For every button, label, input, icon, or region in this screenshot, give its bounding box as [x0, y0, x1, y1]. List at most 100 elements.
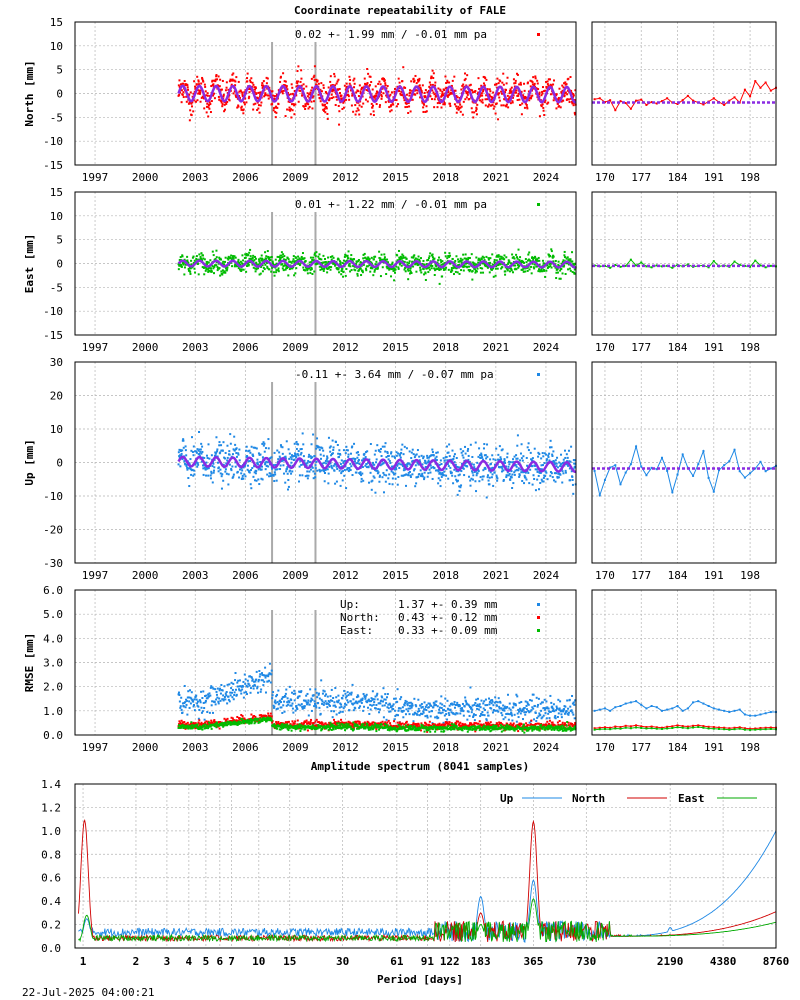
data-point — [453, 455, 456, 458]
data-point — [217, 470, 220, 473]
data-point — [332, 696, 335, 699]
data-point — [404, 699, 407, 702]
data-point — [396, 700, 399, 703]
data-point — [486, 455, 489, 458]
data-point — [220, 101, 223, 104]
data-point — [418, 473, 421, 476]
data-point — [370, 266, 373, 269]
data-point — [375, 458, 378, 461]
data-point — [346, 699, 349, 702]
data-point — [536, 258, 539, 261]
data-point — [360, 92, 363, 95]
data-point — [307, 714, 310, 717]
data-point — [292, 258, 295, 261]
data-point — [414, 712, 417, 715]
data-point — [248, 471, 251, 474]
data-point — [247, 469, 250, 472]
data-point — [365, 83, 368, 86]
data-point — [461, 466, 464, 469]
data-point — [184, 449, 187, 452]
data-point — [536, 82, 539, 85]
data-point — [480, 257, 483, 260]
data-point — [407, 111, 410, 114]
data-point — [451, 449, 454, 452]
data-point — [286, 472, 289, 475]
data-point — [272, 464, 275, 467]
data-point — [219, 451, 222, 454]
data-point — [489, 458, 492, 461]
data-point — [479, 271, 482, 274]
data-point — [398, 454, 401, 457]
data-point — [291, 260, 294, 263]
data-point — [194, 271, 197, 274]
data-point — [178, 448, 181, 451]
data-point — [445, 456, 448, 459]
data-point — [313, 472, 316, 475]
data-point — [416, 261, 419, 264]
data-point — [497, 697, 500, 700]
data-point — [464, 265, 467, 268]
data-point — [458, 485, 461, 488]
data-point — [412, 713, 415, 716]
data-point — [537, 474, 540, 477]
data-point — [428, 702, 431, 705]
data-point — [441, 260, 444, 263]
data-point — [549, 262, 552, 265]
data-point — [500, 257, 503, 260]
data-point — [257, 267, 260, 270]
data-point — [303, 706, 306, 709]
data-point — [181, 449, 184, 452]
data-point — [293, 260, 296, 263]
data-point — [393, 455, 396, 458]
data-point — [534, 489, 537, 492]
data-point — [249, 483, 252, 486]
data-point — [400, 264, 403, 267]
data-point — [456, 96, 459, 99]
data-point — [178, 79, 181, 82]
data-point — [428, 461, 431, 464]
data-point — [212, 462, 215, 465]
data-point — [273, 471, 276, 474]
data-point — [205, 94, 208, 97]
data-point — [430, 454, 433, 457]
data-point — [534, 75, 537, 78]
data-point — [257, 258, 260, 261]
data-point — [434, 716, 437, 719]
data-point — [192, 445, 195, 448]
data-point — [331, 467, 334, 470]
data-point — [359, 699, 362, 702]
data-point — [226, 266, 229, 269]
data-point — [515, 693, 518, 696]
data-point — [526, 259, 529, 262]
data-point — [424, 705, 427, 708]
data-point — [459, 110, 462, 113]
data-point — [443, 102, 446, 105]
data-point — [346, 90, 349, 93]
data-point — [281, 92, 284, 95]
data-point — [398, 466, 401, 469]
data-point — [498, 96, 501, 99]
data-point — [508, 472, 511, 475]
data-point — [280, 706, 283, 709]
data-point — [376, 444, 379, 447]
data-point — [223, 110, 226, 113]
data-point — [539, 471, 542, 474]
data-point — [377, 471, 380, 474]
data-point — [518, 475, 521, 478]
data-point — [250, 257, 253, 260]
data-point — [202, 467, 205, 470]
data-point — [344, 260, 347, 263]
data-point — [219, 687, 222, 690]
data-point — [494, 274, 497, 277]
data-point — [339, 264, 342, 267]
y-tick-label: 5 — [56, 64, 63, 77]
x-tick-label: 2015 — [382, 341, 409, 354]
data-point — [393, 279, 396, 282]
data-point — [526, 266, 529, 269]
data-point — [364, 697, 367, 700]
data-point — [303, 459, 306, 462]
data-point — [533, 477, 536, 480]
data-point — [206, 261, 209, 264]
data-point — [569, 258, 572, 261]
